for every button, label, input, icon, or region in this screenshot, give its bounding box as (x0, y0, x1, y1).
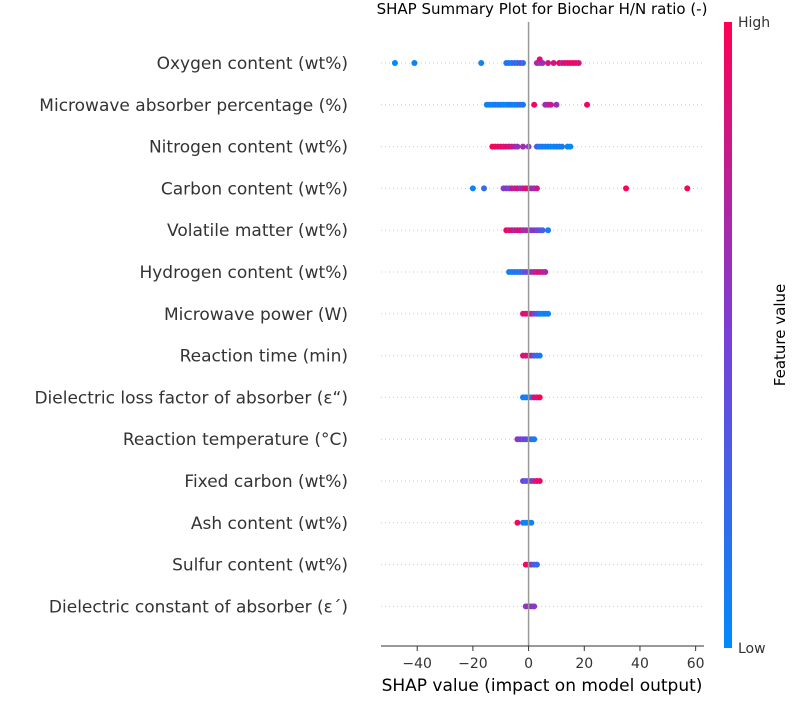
shap-point (520, 101, 527, 108)
feature-row: Oxygen content (wt%) (157, 54, 704, 74)
shap-point (545, 60, 552, 66)
x-axis: −40 −20 0 20 40 60 (381, 22, 705, 672)
shap-point (536, 352, 543, 359)
shap-point (481, 185, 488, 192)
x-axis-label: SHAP value (impact on model output) (382, 676, 703, 696)
shap-point (531, 101, 538, 108)
x-tick-label: 0 (524, 656, 533, 672)
shap-point (411, 60, 418, 66)
shap-point (545, 310, 552, 317)
feature-rows: Oxygen content (wt%) Microwave absorber p… (34, 54, 704, 617)
colorbar-gradient (724, 22, 732, 648)
shap-point (623, 185, 630, 192)
shap-point (542, 269, 549, 275)
feature-label: Ash content (wt%) (191, 514, 348, 534)
shap-point (684, 185, 691, 192)
shap-point (536, 478, 543, 484)
feature-label: Fixed carbon (wt%) (184, 472, 348, 492)
x-tick-label: 20 (575, 656, 593, 672)
shap-point (539, 227, 546, 234)
shap-point (553, 101, 560, 108)
feature-label: Microwave power (W) (164, 305, 348, 325)
shap-point (547, 101, 554, 108)
shap-point (478, 60, 485, 66)
shap-point (391, 60, 398, 66)
feature-label: Microwave absorber percentage (%) (39, 96, 348, 116)
feature-row: Carbon content (wt%) (161, 179, 704, 199)
shap-point (514, 143, 521, 150)
feature-label: Sulfur content (wt%) (172, 556, 348, 576)
x-tick-label: −20 (458, 656, 488, 672)
shap-point (550, 60, 557, 66)
feature-label: Dielectric loss factor of absorber (ε“) (34, 388, 348, 408)
feature-row: Microwave absorber percentage (%) (39, 96, 704, 116)
shap-point (514, 519, 521, 526)
feature-label: Hydrogen content (wt%) (139, 263, 348, 283)
shap-point (575, 60, 582, 66)
feature-row: Hydrogen content (wt%) (139, 263, 704, 283)
feature-row: Ash content (wt%) (191, 514, 704, 534)
shap-point (531, 603, 538, 610)
shap-point (533, 185, 540, 192)
feature-row: Dielectric constant of absorber (ε´) (49, 597, 704, 617)
feature-row: Microwave power (W) (164, 305, 704, 325)
x-tick-label: −40 (402, 656, 432, 672)
feature-label: Reaction temperature (°C) (123, 430, 348, 450)
colorbar-high-label: High (738, 15, 770, 31)
shap-point (528, 519, 535, 526)
shap-point (545, 227, 552, 234)
feature-label: Dielectric constant of absorber (ε´) (49, 597, 348, 617)
shap-point (539, 60, 546, 66)
feature-label: Carbon content (wt%) (161, 179, 348, 199)
feature-row: Nitrogen content (wt%) (149, 138, 704, 158)
feature-label: Oxygen content (wt%) (157, 54, 348, 74)
feature-row: Sulfur content (wt%) (172, 556, 704, 576)
shap-point (584, 101, 591, 108)
x-tick-label: 40 (631, 656, 649, 672)
feature-row: Volatile matter (wt%) (167, 221, 704, 241)
feature-row: Fixed carbon (wt%) (184, 472, 704, 492)
feature-label: Reaction time (min) (180, 347, 348, 367)
feature-label: Nitrogen content (wt%) (149, 138, 348, 158)
shap-point (533, 561, 540, 568)
colorbar: High Low Feature value (724, 15, 789, 657)
colorbar-low-label: Low (738, 641, 766, 657)
feature-row: Dielectric loss factor of absorber (ε“) (34, 388, 704, 408)
feature-row: Reaction temperature (°C) (123, 430, 704, 450)
colorbar-title: Feature value (771, 284, 789, 386)
shap-point (531, 436, 538, 443)
shap-point (567, 143, 574, 150)
shap-point (536, 394, 543, 401)
feature-label: Volatile matter (wt%) (167, 221, 348, 241)
shap-point (469, 185, 476, 192)
shap-point (520, 143, 527, 150)
x-tick-label: 60 (687, 656, 705, 672)
shap-point (520, 60, 527, 66)
feature-row: Reaction time (min) (180, 347, 704, 367)
chart-title: SHAP Summary Plot for Biochar H/N ratio … (377, 0, 708, 18)
shap-point (558, 143, 565, 150)
